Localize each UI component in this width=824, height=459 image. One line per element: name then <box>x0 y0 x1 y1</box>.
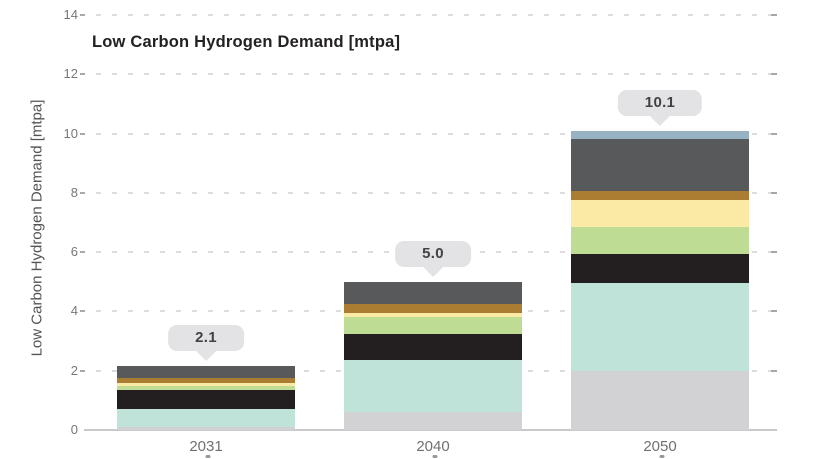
light-gray-segment <box>117 427 295 430</box>
green-segment <box>344 317 522 334</box>
dark-gray-segment <box>344 281 522 304</box>
gold-brown-segment <box>117 378 295 383</box>
x-axis-line <box>84 429 777 431</box>
total-callout-2050: 10.1 <box>617 89 703 126</box>
teal-segment <box>344 360 522 413</box>
total-callout-2031: 2.1 <box>168 325 244 362</box>
stacked-bar-2031 <box>117 366 295 430</box>
black-segment <box>117 389 295 410</box>
y-tick-label: 2 <box>70 362 78 378</box>
total-label: 10.1 <box>617 89 703 116</box>
green-segment <box>117 385 295 390</box>
teal-segment <box>571 283 749 371</box>
teal-segment <box>117 409 295 427</box>
pale-yellow-segment <box>117 382 295 386</box>
pale-yellow-segment <box>571 200 749 227</box>
y-tick-label: 6 <box>70 244 78 260</box>
chart-title: Low Carbon Hydrogen Demand [mtpa] <box>92 33 401 51</box>
callout-pointer <box>649 114 671 126</box>
x-tick-label-2040: 2040 <box>416 438 450 455</box>
x-tick-label-2031: 2031 <box>189 438 223 455</box>
stacked-bar-2040 <box>344 281 522 430</box>
gridline-y-8 <box>80 191 777 194</box>
total-callout-2040: 5.0 <box>395 240 471 277</box>
cropped-text-mark <box>205 455 211 458</box>
green-segment <box>571 226 749 254</box>
light-gray-segment <box>571 370 749 430</box>
gold-brown-segment <box>571 191 749 201</box>
black-segment <box>344 333 522 361</box>
y-tick-label: 12 <box>63 66 78 82</box>
gridline-y-14 <box>80 13 777 16</box>
dark-gray-segment <box>571 139 749 192</box>
cropped-text-mark <box>432 455 438 458</box>
gold-brown-segment <box>344 303 522 313</box>
y-tick-label: 10 <box>63 125 78 141</box>
stacked-bar-2050 <box>571 130 749 430</box>
y-tick-label: 14 <box>63 6 78 22</box>
y-tick-label: 4 <box>70 303 78 319</box>
callout-pointer <box>194 350 217 362</box>
light-gray-segment <box>344 412 522 430</box>
y-tick-label: 0 <box>70 422 78 437</box>
cropped-text-mark <box>659 455 665 458</box>
total-label: 5.0 <box>395 240 471 267</box>
gridline-y-10 <box>80 132 777 135</box>
callout-pointer <box>421 265 444 277</box>
y-tick-label: 8 <box>70 184 78 200</box>
pale-yellow-segment <box>344 312 522 318</box>
total-label: 2.1 <box>168 325 244 352</box>
x-tick-label-2050: 2050 <box>643 438 677 455</box>
black-segment <box>571 253 749 284</box>
dark-gray-segment <box>117 366 295 379</box>
blue-gray-segment <box>571 130 749 140</box>
gridline-y-12 <box>80 73 777 76</box>
